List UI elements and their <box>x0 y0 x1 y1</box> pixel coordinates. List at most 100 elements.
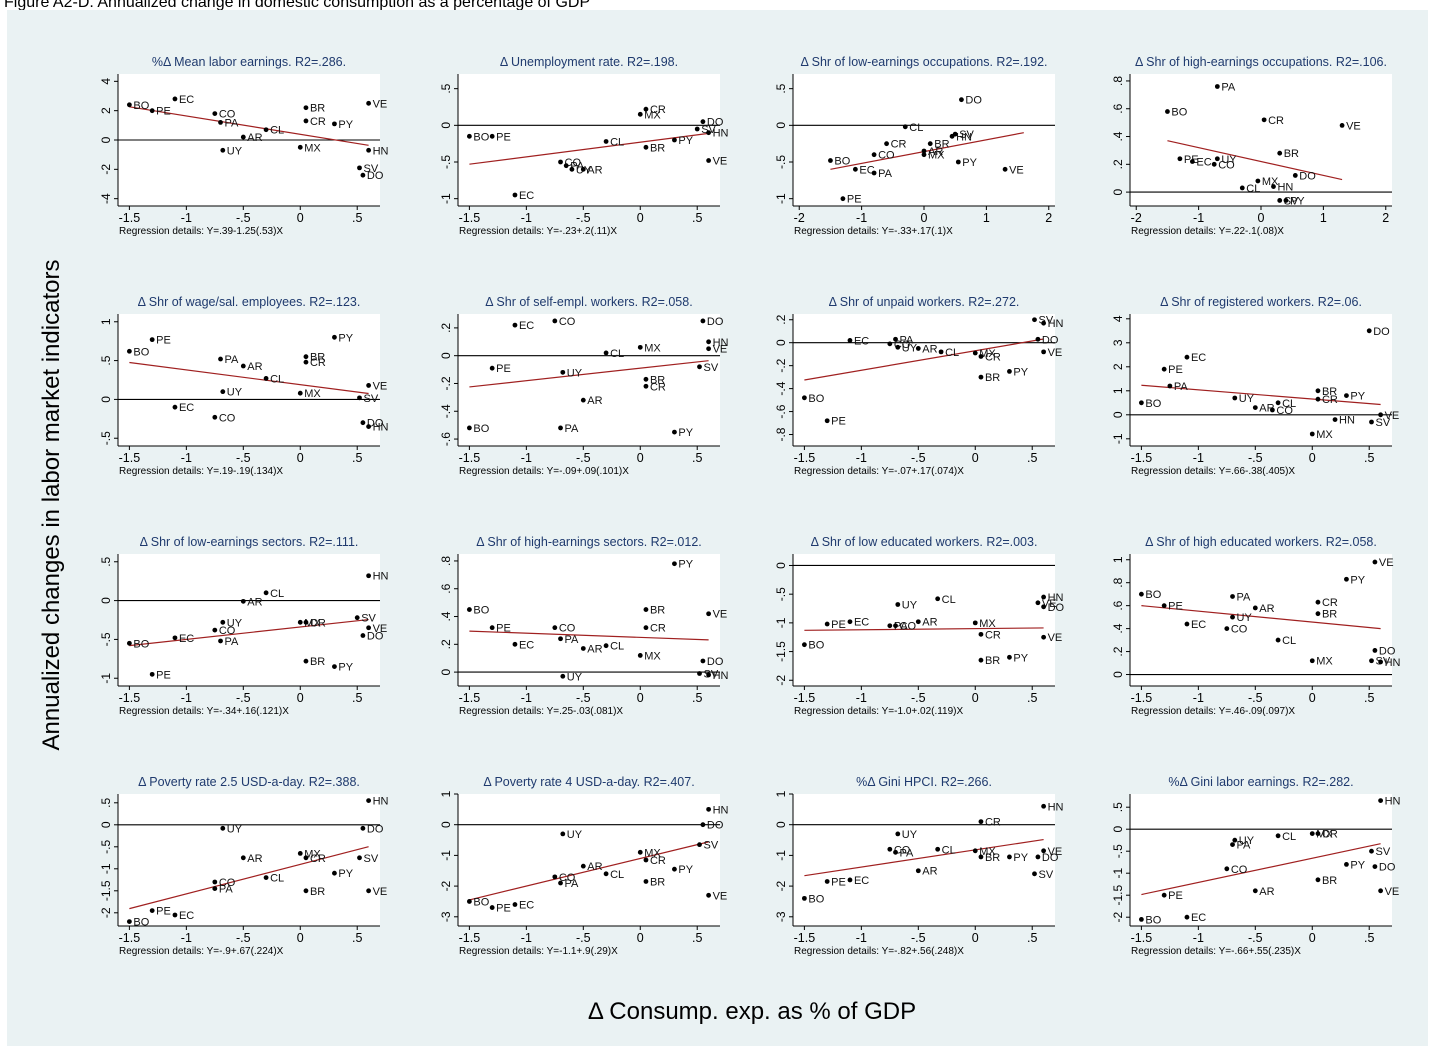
point-label: HN <box>1385 796 1401 808</box>
data-point <box>1224 626 1230 632</box>
y-tick-label: -1 <box>439 850 453 861</box>
regression-details: Regression details: Y=-.23+.2(.11)X <box>459 226 617 237</box>
data-point <box>240 134 246 140</box>
data-point <box>1344 862 1349 867</box>
point-label: PY <box>1013 652 1028 664</box>
y-tick-label: .6 <box>439 583 453 593</box>
point-label: PE <box>156 906 171 918</box>
point-label: UY <box>1237 612 1253 624</box>
point-label: SV <box>363 393 378 405</box>
point-label: BR <box>650 374 665 386</box>
point-label: AR <box>587 861 602 873</box>
point-label: UY <box>1239 393 1255 405</box>
point-label: PA <box>1221 82 1236 94</box>
data-point <box>935 596 941 602</box>
data-point <box>297 390 303 396</box>
panel-title: Δ Shr of low-earnings sectors. R2=.111. <box>140 535 359 549</box>
scatter-panel: %Δ Gini HPCI. R2=.266. -1.5 -1 -.5 0 .5 -3 -2 -1… <box>774 775 1064 957</box>
point-label: AR <box>922 343 937 355</box>
x-tick-label: -1 <box>181 691 192 705</box>
x-tick-label: -1 <box>521 931 532 945</box>
regression-details: Regression details: Y=-.66+.55(.235)X <box>1131 946 1301 957</box>
data-point <box>512 641 518 647</box>
data-point <box>558 159 563 165</box>
y-tick-label: -.4 <box>774 381 788 395</box>
x-tick-label: -.5 <box>576 931 591 945</box>
x-tick-label: 1 <box>983 211 990 225</box>
data-point <box>489 365 495 371</box>
point-label: CR <box>891 139 907 151</box>
data-point <box>697 842 702 848</box>
y-tick-label: .4 <box>1111 131 1125 141</box>
point-label: CL <box>270 373 284 385</box>
point-label: PA <box>1237 840 1252 852</box>
data-point <box>1177 156 1183 162</box>
x-tick-label: -.5 <box>1248 451 1263 465</box>
data-point <box>706 672 712 678</box>
y-tick-label: 0 <box>99 597 113 604</box>
regression-details: Regression details: Y=.25-.03(.081)X <box>459 706 623 717</box>
x-tick-label: -1.5 <box>1131 451 1153 465</box>
x-tick-label: -1 <box>1193 451 1204 465</box>
data-point <box>1315 599 1321 605</box>
data-point <box>1378 888 1384 894</box>
point-label: HN <box>1339 415 1355 427</box>
x-tick-label: 0 <box>972 691 979 705</box>
point-label: AR <box>247 132 262 144</box>
data-point <box>1344 393 1349 398</box>
data-point <box>1366 328 1372 334</box>
scatter-panel: Δ Shr of low educated workers. R2=.003. -… <box>774 535 1065 717</box>
regression-details: Regression details: Y=-.82+.56(.248)X <box>794 946 964 957</box>
point-label: BR <box>310 886 325 898</box>
y-tick-label: 0 <box>99 396 113 403</box>
fit-line <box>1167 140 1343 181</box>
data-point <box>366 625 372 631</box>
data-point <box>552 318 558 324</box>
point-label: DO <box>965 95 982 107</box>
x-tick-label: 2 <box>1045 211 1052 225</box>
x-tick-label: 0 <box>1309 931 1316 945</box>
y-tick-label: -.6 <box>774 404 788 418</box>
point-label: BR <box>1322 875 1337 887</box>
point-label: CO <box>219 877 236 889</box>
plot-area <box>458 314 720 446</box>
point-label: CO <box>1276 405 1293 417</box>
point-label: MX <box>304 617 321 629</box>
data-point <box>212 879 218 885</box>
point-label: MX <box>644 342 661 354</box>
data-point <box>706 806 712 812</box>
point-label: CL <box>610 136 624 148</box>
data-point <box>220 147 226 153</box>
data-point <box>1275 637 1281 643</box>
regression-details: Regression details: Y=-.34+.16(.121)X <box>119 706 289 717</box>
data-point <box>893 623 898 629</box>
y-tick-label: 0 <box>774 562 788 569</box>
data-point <box>552 625 558 631</box>
point-label: VE <box>1385 410 1400 422</box>
data-point <box>297 144 303 150</box>
data-point <box>149 337 155 343</box>
x-tick-label: -1.5 <box>459 451 481 465</box>
fit-line <box>129 618 369 647</box>
point-label: PY <box>338 332 353 344</box>
point-label: PA <box>565 634 580 646</box>
panel-title: Δ Unemployment rate. R2=.198. <box>500 55 678 69</box>
point-label: PA <box>878 168 893 180</box>
y-tick-label: .2 <box>439 639 453 649</box>
data-point <box>552 874 558 880</box>
scatter-panel: Δ Shr of high educated workers. R2=.058.… <box>1111 535 1401 717</box>
data-point <box>1041 803 1047 809</box>
point-label: BO <box>473 605 489 617</box>
data-point <box>172 404 178 410</box>
point-label: CL <box>945 347 959 359</box>
y-tick-label: -.2 <box>439 376 453 390</box>
point-label: BO <box>1145 589 1161 601</box>
y-tick-label: .2 <box>774 314 788 324</box>
point-label: MX <box>304 142 321 154</box>
point-label: HN <box>1385 657 1401 669</box>
data-point <box>1041 320 1047 326</box>
data-point <box>1165 109 1170 114</box>
point-label: BR <box>934 139 949 151</box>
data-point <box>706 130 712 136</box>
